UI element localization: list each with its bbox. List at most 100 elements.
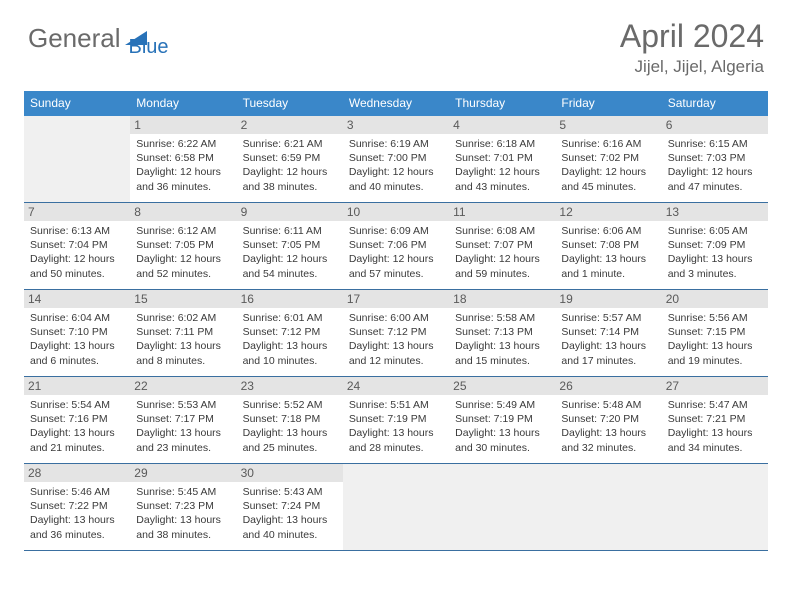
header: General Blue April 2024 Jijel, Jijel, Al…	[0, 0, 792, 85]
day-info: Sunrise: 6:21 AMSunset: 6:59 PMDaylight:…	[243, 137, 337, 194]
day-number: 13	[662, 203, 768, 221]
day-cell: 11Sunrise: 6:08 AMSunset: 7:07 PMDayligh…	[449, 203, 555, 289]
week-row: 1Sunrise: 6:22 AMSunset: 6:58 PMDaylight…	[24, 116, 768, 203]
day-info: Sunrise: 6:01 AMSunset: 7:12 PMDaylight:…	[243, 311, 337, 368]
day-number: 12	[555, 203, 661, 221]
day-cell: 3 Sunrise: 6:19 AMSunset: 7:00 PMDaylight…	[343, 116, 449, 202]
day-info: Sunrise: 6:09 AMSunset: 7:06 PMDaylight:…	[349, 224, 443, 281]
day-cell: 23 Sunrise: 5:52 AMSunset: 7:18 PMDayligh…	[237, 377, 343, 463]
logo: General Blue	[28, 18, 169, 59]
day-number: 7	[24, 203, 130, 221]
day-cell: 8 Sunrise: 6:12 AMSunset: 7:05 PMDaylight…	[130, 203, 236, 289]
day-cell: 2 Sunrise: 6:21 AMSunset: 6:59 PMDaylight…	[237, 116, 343, 202]
day-info: Sunrise: 6:13 AMSunset: 7:04 PMDaylight:…	[30, 224, 124, 281]
day-number: 23	[237, 377, 343, 395]
logo-text-general: General	[28, 23, 121, 54]
day-number: 22	[130, 377, 236, 395]
empty-day-cell	[343, 464, 449, 550]
day-cell: 12 Sunrise: 6:06 AMSunset: 7:08 PMDayligh…	[555, 203, 661, 289]
day-cell: 16 Sunrise: 6:01 AMSunset: 7:12 PMDayligh…	[237, 290, 343, 376]
day-info: Sunrise: 6:06 AMSunset: 7:08 PMDaylight:…	[561, 224, 655, 281]
day-info: Sunrise: 5:47 AMSunset: 7:21 PMDaylight:…	[668, 398, 762, 455]
day-cell: 20 Sunrise: 5:56 AMSunset: 7:15 PMDayligh…	[662, 290, 768, 376]
week-row: 28Sunrise: 5:46 AMSunset: 7:22 PMDayligh…	[24, 464, 768, 551]
empty-day-cell	[24, 116, 130, 202]
day-info: Sunrise: 5:51 AMSunset: 7:19 PMDaylight:…	[349, 398, 443, 455]
day-info: Sunrise: 5:52 AMSunset: 7:18 PMDaylight:…	[243, 398, 337, 455]
day-info: Sunrise: 6:12 AMSunset: 7:05 PMDaylight:…	[136, 224, 230, 281]
day-number: 4	[449, 116, 555, 134]
day-info: Sunrise: 6:00 AMSunset: 7:12 PMDaylight:…	[349, 311, 443, 368]
day-number: 2	[237, 116, 343, 134]
weekday-header-cell: Friday	[555, 91, 661, 116]
day-info: Sunrise: 5:53 AMSunset: 7:17 PMDaylight:…	[136, 398, 230, 455]
day-number: 6	[662, 116, 768, 134]
week-row: 14Sunrise: 6:04 AMSunset: 7:10 PMDayligh…	[24, 290, 768, 377]
title-block: April 2024 Jijel, Jijel, Algeria	[620, 18, 764, 77]
day-number: 3	[343, 116, 449, 134]
weekday-header-row: SundayMondayTuesdayWednesdayThursdayFrid…	[24, 91, 768, 116]
day-number: 24	[343, 377, 449, 395]
day-cell: 25Sunrise: 5:49 AMSunset: 7:19 PMDayligh…	[449, 377, 555, 463]
day-info: Sunrise: 6:19 AMSunset: 7:00 PMDaylight:…	[349, 137, 443, 194]
day-number: 5	[555, 116, 661, 134]
day-number: 27	[662, 377, 768, 395]
day-info: Sunrise: 5:57 AMSunset: 7:14 PMDaylight:…	[561, 311, 655, 368]
day-info: Sunrise: 6:15 AMSunset: 7:03 PMDaylight:…	[668, 137, 762, 194]
day-number: 11	[449, 203, 555, 221]
logo-text-blue: Blue	[129, 18, 169, 59]
day-info: Sunrise: 5:58 AMSunset: 7:13 PMDaylight:…	[455, 311, 549, 368]
day-cell: 24 Sunrise: 5:51 AMSunset: 7:19 PMDayligh…	[343, 377, 449, 463]
day-cell: 15 Sunrise: 6:02 AMSunset: 7:11 PMDayligh…	[130, 290, 236, 376]
day-cell: 9 Sunrise: 6:11 AMSunset: 7:05 PMDaylight…	[237, 203, 343, 289]
day-cell: 29 Sunrise: 5:45 AMSunset: 7:23 PMDayligh…	[130, 464, 236, 550]
day-number: 9	[237, 203, 343, 221]
day-cell: 22 Sunrise: 5:53 AMSunset: 7:17 PMDayligh…	[130, 377, 236, 463]
day-number: 8	[130, 203, 236, 221]
day-info: Sunrise: 5:56 AMSunset: 7:15 PMDaylight:…	[668, 311, 762, 368]
day-cell: 21 Sunrise: 5:54 AMSunset: 7:16 PMDayligh…	[24, 377, 130, 463]
day-cell: 13 Sunrise: 6:05 AMSunset: 7:09 PMDayligh…	[662, 203, 768, 289]
day-info: Sunrise: 6:16 AMSunset: 7:02 PMDaylight:…	[561, 137, 655, 194]
empty-day-cell	[662, 464, 768, 550]
day-cell: 30 Sunrise: 5:43 AMSunset: 7:24 PMDayligh…	[237, 464, 343, 550]
day-cell: 14Sunrise: 6:04 AMSunset: 7:10 PMDayligh…	[24, 290, 130, 376]
empty-day-cell	[449, 464, 555, 550]
day-info: Sunrise: 5:54 AMSunset: 7:16 PMDaylight:…	[30, 398, 124, 455]
day-info: Sunrise: 6:18 AMSunset: 7:01 PMDaylight:…	[455, 137, 549, 194]
week-row: 7 Sunrise: 6:13 AMSunset: 7:04 PMDaylight…	[24, 203, 768, 290]
weekday-header-cell: Wednesday	[343, 91, 449, 116]
day-number: 29	[130, 464, 236, 482]
calendar: SundayMondayTuesdayWednesdayThursdayFrid…	[24, 91, 768, 551]
day-info: Sunrise: 5:43 AMSunset: 7:24 PMDaylight:…	[243, 485, 337, 542]
day-number: 16	[237, 290, 343, 308]
day-info: Sunrise: 5:49 AMSunset: 7:19 PMDaylight:…	[455, 398, 549, 455]
day-number: 1	[130, 116, 236, 134]
day-number: 18	[449, 290, 555, 308]
day-info: Sunrise: 6:05 AMSunset: 7:09 PMDaylight:…	[668, 224, 762, 281]
day-info: Sunrise: 5:48 AMSunset: 7:20 PMDaylight:…	[561, 398, 655, 455]
calendar-body: 1Sunrise: 6:22 AMSunset: 6:58 PMDaylight…	[24, 116, 768, 551]
week-row: 21 Sunrise: 5:54 AMSunset: 7:16 PMDayligh…	[24, 377, 768, 464]
day-number: 20	[662, 290, 768, 308]
empty-day-cell	[555, 464, 661, 550]
day-info: Sunrise: 5:45 AMSunset: 7:23 PMDaylight:…	[136, 485, 230, 542]
weekday-header-cell: Sunday	[24, 91, 130, 116]
day-number: 26	[555, 377, 661, 395]
day-cell: 7 Sunrise: 6:13 AMSunset: 7:04 PMDaylight…	[24, 203, 130, 289]
day-cell: 4 Sunrise: 6:18 AMSunset: 7:01 PMDaylight…	[449, 116, 555, 202]
day-number: 10	[343, 203, 449, 221]
day-info: Sunrise: 6:02 AMSunset: 7:11 PMDaylight:…	[136, 311, 230, 368]
day-cell: 26 Sunrise: 5:48 AMSunset: 7:20 PMDayligh…	[555, 377, 661, 463]
day-cell: 6 Sunrise: 6:15 AMSunset: 7:03 PMDaylight…	[662, 116, 768, 202]
day-number: 15	[130, 290, 236, 308]
day-number: 30	[237, 464, 343, 482]
day-cell: 18 Sunrise: 5:58 AMSunset: 7:13 PMDayligh…	[449, 290, 555, 376]
day-cell: 27 Sunrise: 5:47 AMSunset: 7:21 PMDayligh…	[662, 377, 768, 463]
day-number: 21	[24, 377, 130, 395]
day-info: Sunrise: 6:11 AMSunset: 7:05 PMDaylight:…	[243, 224, 337, 281]
weekday-header-cell: Tuesday	[237, 91, 343, 116]
day-cell: 17Sunrise: 6:00 AMSunset: 7:12 PMDayligh…	[343, 290, 449, 376]
day-info: Sunrise: 5:46 AMSunset: 7:22 PMDaylight:…	[30, 485, 124, 542]
day-cell: 5 Sunrise: 6:16 AMSunset: 7:02 PMDaylight…	[555, 116, 661, 202]
